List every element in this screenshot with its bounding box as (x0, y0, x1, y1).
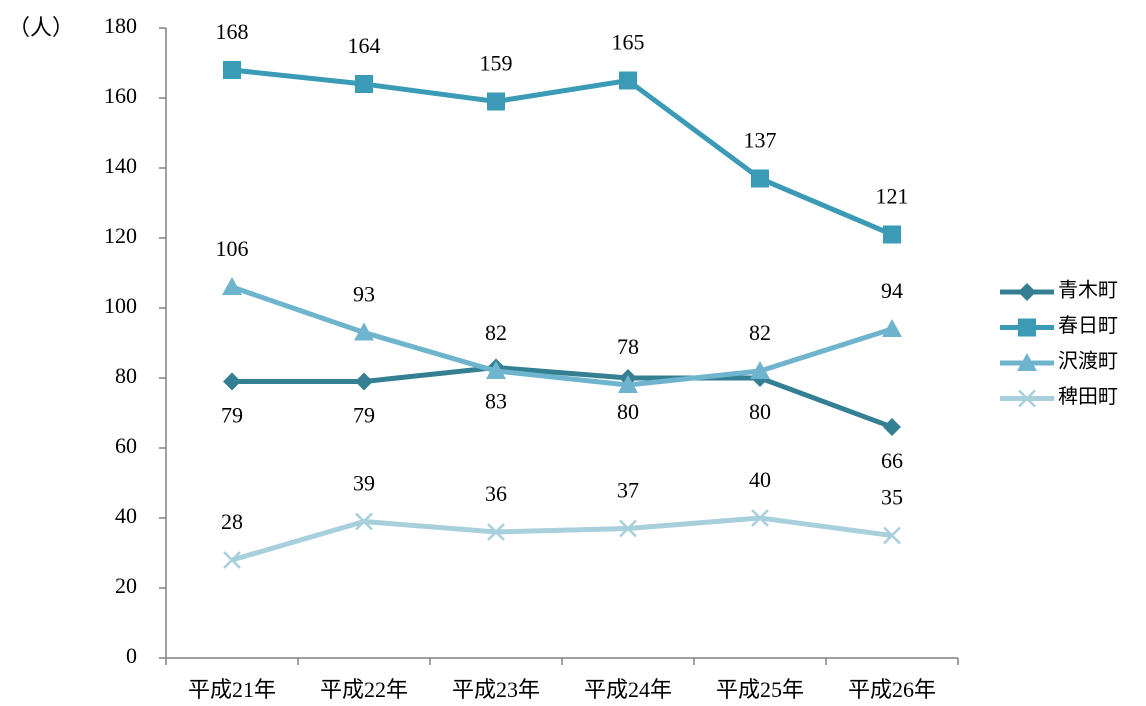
data-point (882, 319, 902, 337)
y-tick-label: 120 (104, 223, 137, 248)
legend-marker (1018, 319, 1036, 337)
data-label: 40 (749, 467, 771, 492)
data-label: 80 (749, 399, 771, 424)
y-tick-label: 140 (104, 153, 137, 178)
y-tick-label: 80 (115, 363, 137, 388)
data-label: 36 (485, 481, 507, 506)
chart: （人） 0 20 40 60 80 100 120 140 160 180 平成21年 平成22年 平成… (0, 0, 1146, 706)
data-point (751, 170, 769, 188)
x-tick-label: 平成21年 (188, 677, 276, 702)
data-label: 79 (353, 403, 375, 428)
data-label: 66 (881, 448, 903, 473)
data-point (619, 72, 637, 90)
y-tick-label: 160 (104, 83, 137, 108)
data-label: 168 (216, 19, 249, 44)
data-point (883, 418, 901, 436)
x-tick-label: 平成25年 (716, 677, 804, 702)
data-point (222, 277, 242, 295)
data-label: 93 (353, 282, 375, 307)
legend-label: 春日町 (1058, 314, 1118, 337)
data-label: 137 (744, 128, 777, 153)
data-point (355, 75, 373, 93)
data-label: 94 (881, 278, 903, 303)
x-tick-label: 平成24年 (584, 677, 672, 702)
x-tick-label: 平成23年 (452, 677, 540, 702)
legend-label: 青木町 (1058, 279, 1118, 302)
data-label: 159 (480, 51, 513, 76)
data-point (223, 61, 241, 79)
y-tick-label: 180 (104, 13, 137, 38)
data-label: 37 (617, 478, 639, 503)
data-label: 28 (221, 509, 243, 534)
data-label: 164 (348, 33, 381, 58)
data-point (487, 93, 505, 111)
data-point (223, 373, 241, 391)
data-point (883, 226, 901, 244)
legend-label: 稗田町 (1058, 385, 1118, 408)
data-point (355, 373, 373, 391)
data-label: 39 (353, 471, 375, 496)
data-label: 121 (876, 184, 909, 209)
y-axis-label: （人） (8, 15, 74, 40)
y-tick-label: 40 (115, 503, 137, 528)
data-label: 106 (216, 236, 249, 261)
data-label: 80 (617, 399, 639, 424)
y-tick-label: 0 (126, 643, 137, 668)
y-tick-label: 60 (115, 433, 137, 458)
x-tick-label: 平成22年 (320, 677, 408, 702)
data-label: 83 (485, 389, 507, 414)
x-tick-label: 平成26年 (848, 677, 936, 702)
data-label: 82 (749, 320, 771, 345)
y-tick-label: 20 (115, 573, 137, 598)
data-label: 165 (612, 30, 645, 55)
data-label: 82 (485, 320, 507, 345)
legend-marker (1018, 283, 1036, 301)
data-label: 79 (221, 403, 243, 428)
data-label: 35 (881, 485, 903, 510)
series-line (232, 70, 892, 235)
data-label: 78 (617, 334, 639, 359)
series-line (232, 518, 892, 560)
legend-label: 沢渡町 (1058, 350, 1118, 373)
y-tick-label: 100 (104, 293, 137, 318)
